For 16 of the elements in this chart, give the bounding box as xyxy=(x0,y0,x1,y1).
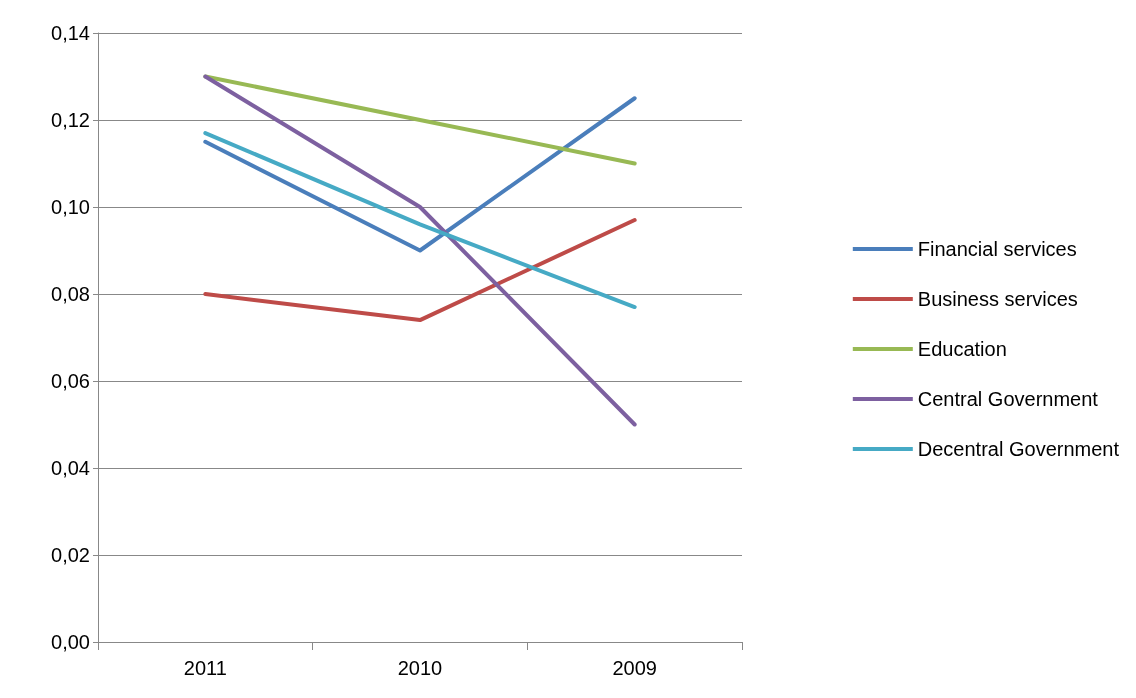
y-tick-label: 0,12 xyxy=(51,109,90,131)
y-tick-label: 0,04 xyxy=(51,457,90,479)
legend-label: Education xyxy=(917,338,1007,360)
x-tick-label: 2009 xyxy=(612,657,657,679)
x-tick-label: 2010 xyxy=(397,657,443,679)
y-tick-label: 0,02 xyxy=(51,544,90,566)
y-tick-label: 0,06 xyxy=(51,370,90,392)
legend-label: Central Government xyxy=(917,388,1099,410)
y-tick-label: 0,00 xyxy=(51,631,90,653)
y-tick-label: 0,14 xyxy=(51,22,90,44)
legend-label: Decentral Government xyxy=(917,438,1120,460)
y-tick-label: 0,08 xyxy=(51,283,90,305)
legend-label: Business services xyxy=(917,288,1078,310)
x-tick-label: 2011 xyxy=(183,657,227,679)
y-tick-label: 0,10 xyxy=(51,196,90,218)
legend-label: Financial services xyxy=(917,238,1077,260)
